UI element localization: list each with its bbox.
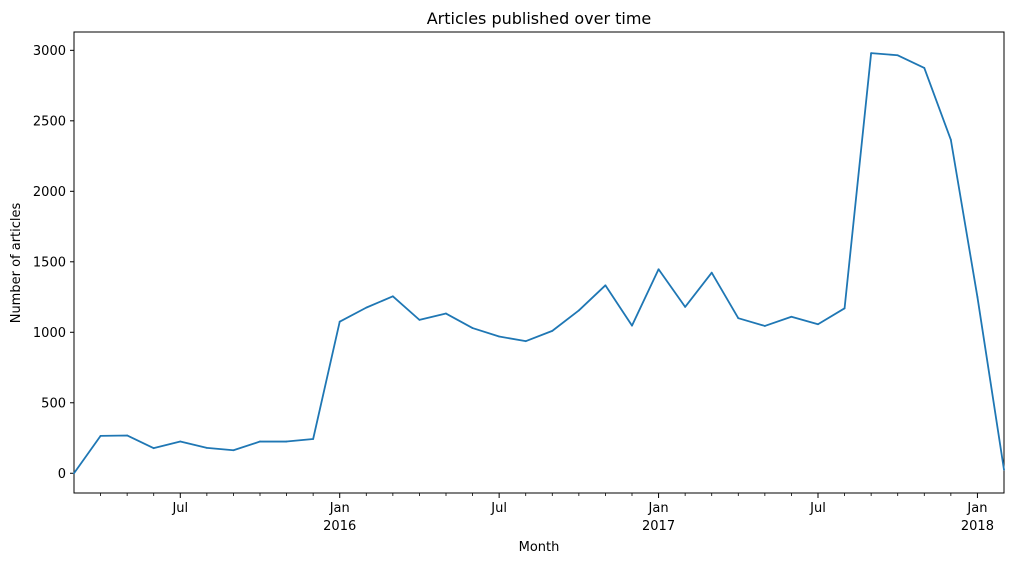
data-point: [418, 318, 421, 321]
y-tick-label: 2000: [33, 185, 66, 200]
x-tick-label: Jan: [648, 501, 669, 516]
data-point: [285, 440, 288, 443]
data-point: [923, 67, 926, 69]
data-point: [710, 271, 713, 274]
y-tick-label: 1500: [33, 255, 66, 270]
data-point: [471, 327, 474, 329]
data-point: [232, 449, 235, 452]
x-tick-label: Jul: [490, 501, 507, 516]
data-point: [843, 307, 846, 310]
data-point: [949, 138, 952, 141]
data-point: [631, 324, 633, 327]
y-tick-label: 3000: [33, 44, 66, 59]
data-point: [1003, 468, 1005, 471]
x-tick-sublabel: 2016: [323, 519, 356, 534]
x-tick-sublabel: 2017: [642, 519, 675, 534]
data-point: [445, 312, 447, 315]
data-point: [976, 296, 979, 298]
data-point: [498, 335, 501, 338]
data-point: [551, 329, 554, 332]
data-point: [684, 306, 687, 308]
data-point: [657, 268, 660, 271]
data-point: [365, 306, 368, 309]
x-tick-label: Jan: [966, 501, 987, 516]
plot-area: 0 500 1000 1500 2000 2500 3000 Jul Jan 2016 Jul Jan…: [33, 31, 1005, 534]
data-point: [126, 434, 129, 437]
data-point: [391, 295, 394, 298]
data-point: [577, 309, 580, 312]
data-point: [99, 435, 102, 437]
data-point: [73, 472, 75, 475]
x-tick-label: Jul: [809, 501, 826, 516]
data-point: [179, 440, 182, 443]
data-point: [790, 315, 793, 318]
x-tick-label: Jul: [171, 501, 188, 516]
x-axis-label: Month: [519, 540, 560, 555]
data-point: [312, 438, 315, 440]
data-point: [338, 320, 341, 323]
data-point: [152, 447, 155, 450]
data-point: [870, 52, 873, 55]
y-tick-label: 500: [41, 396, 66, 411]
y-tick-label: 1000: [33, 326, 66, 341]
x-tick-sublabel: 2018: [961, 519, 994, 534]
data-point: [259, 440, 261, 443]
y-axis-label: Number of articles: [9, 202, 24, 323]
data-point: [817, 323, 819, 326]
x-tick-label: Jan: [329, 501, 350, 516]
series-line: [73, 52, 1005, 474]
data-point: [737, 317, 740, 320]
data-point: [763, 325, 766, 327]
data-point: [524, 340, 527, 343]
y-tick-label: 0: [58, 467, 66, 482]
plot-frame: [73, 31, 1005, 494]
chart-title: Articles published over time: [427, 9, 652, 28]
y-tick-label: 2500: [33, 114, 66, 129]
data-point: [896, 54, 899, 57]
data-point: [604, 284, 607, 287]
data-point: [205, 446, 208, 449]
